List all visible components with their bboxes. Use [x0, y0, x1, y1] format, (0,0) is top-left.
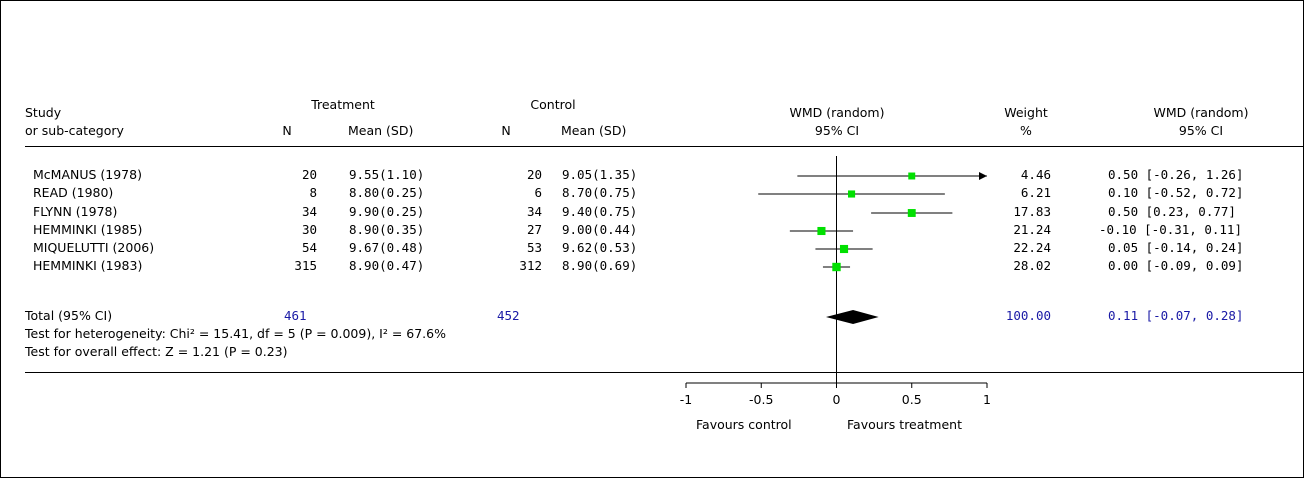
- summary-diamond: [825, 310, 879, 324]
- study-treatment-mean-sd: 9.67(0.48): [349, 240, 425, 255]
- header-wmd-random: WMD (random): [1153, 105, 1249, 120]
- study-control-mean-sd: 9.05(1.35): [562, 167, 638, 182]
- overall-effect-test: Test for overall effect: Z = 1.21 (P = 0…: [25, 344, 288, 359]
- header-wmd: WMD (random): [789, 105, 885, 120]
- study-control-mean-sd: 9.00(0.44): [562, 222, 638, 237]
- x-axis-tick-label: -0.5: [749, 392, 773, 407]
- study-ci-text: 0.00 [-0.09, 0.09]: [1108, 258, 1244, 273]
- total-ci-text: 0.11 [-0.07, 0.28]: [1108, 308, 1244, 323]
- study-control-n: 27: [526, 222, 542, 237]
- x-axis-tick-label: 1: [983, 392, 991, 407]
- study-control-n: 312: [519, 258, 542, 273]
- header-treatment-mean-sd: Mean (SD): [348, 123, 414, 138]
- header-weight: Weight: [1004, 105, 1048, 120]
- x-axis-tick-label: 0.5: [902, 392, 922, 407]
- study-treatment-n: 34: [301, 204, 317, 219]
- study-ci-text: 0.50 [-0.26, 1.26]: [1108, 167, 1244, 182]
- ci-arrow-right: [979, 172, 987, 180]
- study-treatment-n: 8: [309, 185, 317, 200]
- study-name: HEMMINKI (1985): [33, 222, 143, 237]
- study-name: HEMMINKI (1983): [33, 258, 143, 273]
- header-treatment-n: N: [282, 123, 292, 138]
- x-axis-tick-label: 0: [833, 392, 841, 407]
- study-treatment-n: 30: [301, 222, 317, 237]
- total-control-n: 452: [497, 308, 520, 323]
- study-treatment-mean-sd: 8.90(0.47): [349, 258, 425, 273]
- header-control-mean-sd: Mean (SD): [561, 123, 627, 138]
- study-point-estimate: [832, 262, 841, 272]
- study-weight: 4.46: [1020, 167, 1051, 182]
- header-treatment: Treatment: [311, 97, 375, 112]
- header-wmd-random-ci: 95% CI: [1178, 123, 1224, 138]
- study-control-mean-sd: 8.90(0.69): [562, 258, 638, 273]
- study-point-estimate: [907, 209, 916, 217]
- study-point-estimate: [817, 226, 826, 236]
- study-control-n: 53: [526, 240, 542, 255]
- total-label: Total (95% CI): [25, 308, 113, 323]
- study-control-n: 20: [526, 167, 542, 182]
- study-control-mean-sd: 9.62(0.53): [562, 240, 638, 255]
- header-study: Study: [25, 105, 62, 120]
- total-treatment-n: 461: [284, 308, 307, 323]
- study-weight: 28.02: [1013, 258, 1051, 273]
- study-ci-text: 0.50 [0.23, 0.77]: [1108, 204, 1236, 219]
- header-control-n: N: [501, 123, 511, 138]
- x-axis-tick-label: -1: [680, 392, 692, 407]
- study-treatment-mean-sd: 8.90(0.35): [349, 222, 425, 237]
- study-treatment-n: 315: [294, 258, 317, 273]
- favours-treatment-label: Favours treatment: [847, 417, 963, 432]
- study-control-mean-sd: 8.70(0.75): [562, 185, 638, 200]
- study-treatment-mean-sd: 8.80(0.25): [349, 185, 425, 200]
- study-point-estimate: [839, 244, 849, 254]
- study-name: MIQUELUTTI (2006): [33, 240, 155, 255]
- study-name: McMANUS (1978): [33, 167, 142, 182]
- header-rule: [25, 146, 1303, 147]
- header-sub-category: or sub-category: [25, 123, 124, 138]
- study-ci-text: 0.05 [-0.14, 0.24]: [1108, 240, 1244, 255]
- study-point-estimate: [908, 172, 916, 180]
- study-control-n: 6: [534, 185, 542, 200]
- study-ci-text: 0.10 [-0.52, 0.72]: [1108, 185, 1244, 200]
- study-weight: 17.83: [1013, 204, 1051, 219]
- study-ci-text: -0.10 [-0.31, 0.11]: [1099, 222, 1242, 237]
- study-weight: 21.24: [1013, 222, 1051, 237]
- header-wmd-ci: 95% CI: [814, 123, 860, 138]
- total-weight: 100.00: [1005, 308, 1051, 323]
- study-treatment-n: 54: [301, 240, 317, 255]
- study-treatment-mean-sd: 9.55(1.10): [349, 167, 425, 182]
- study-treatment-mean-sd: 9.90(0.25): [349, 204, 425, 219]
- heterogeneity-test: Test for heterogeneity: Chi² = 15.41, df…: [25, 326, 446, 341]
- header-control: Control: [530, 97, 576, 112]
- study-weight: 6.21: [1020, 185, 1051, 200]
- favours-control-label: Favours control: [696, 417, 792, 432]
- bottom-rule: [25, 372, 1303, 373]
- study-name: READ (1980): [33, 185, 114, 200]
- study-weight: 22.24: [1013, 240, 1051, 255]
- study-control-mean-sd: 9.40(0.75): [562, 204, 638, 219]
- study-point-estimate: [847, 190, 856, 198]
- study-name: FLYNN (1978): [33, 204, 118, 219]
- study-control-n: 34: [526, 204, 542, 219]
- study-treatment-n: 20: [301, 167, 317, 182]
- header-weight-pct: %: [1020, 123, 1032, 138]
